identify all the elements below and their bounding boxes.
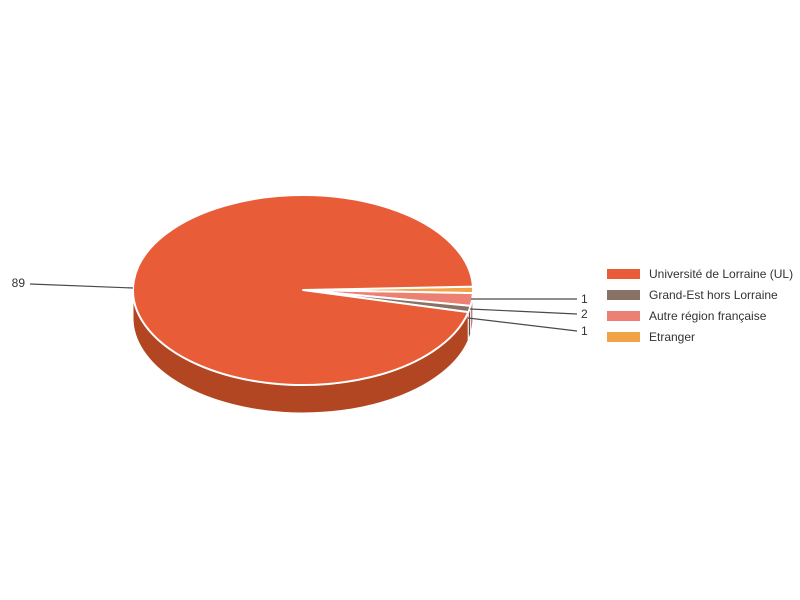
legend-swatch-icon bbox=[607, 310, 640, 321]
legend: Université de Lorraine (UL) Grand-Est ho… bbox=[607, 263, 793, 347]
legend-swatch-icon bbox=[607, 289, 640, 300]
legend-swatch-icon bbox=[607, 268, 640, 279]
callout-value-etranger: 1 bbox=[581, 292, 588, 306]
callout-value-grand-est-hors-lorraine: 1 bbox=[581, 324, 588, 338]
legend-item-etranger: Etranger bbox=[607, 326, 793, 347]
legend-label: Etranger bbox=[649, 329, 696, 344]
legend-label: Grand-Est hors Lorraine bbox=[649, 287, 778, 302]
callout-value-universite-de-lorraine: 89 bbox=[11, 276, 25, 290]
legend-label: Autre région française bbox=[649, 308, 767, 323]
legend-swatch-icon bbox=[607, 331, 640, 342]
legend-label: Université de Lorraine (UL) bbox=[649, 266, 794, 281]
callout-value-autre-region-francaise: 2 bbox=[581, 307, 588, 321]
legend-item-grand-est-hors-lorraine: Grand-Est hors Lorraine bbox=[607, 284, 793, 305]
legend-item-autre-region-francaise: Autre région française bbox=[607, 305, 793, 326]
legend-item-universite-de-lorraine: Université de Lorraine (UL) bbox=[607, 263, 793, 284]
